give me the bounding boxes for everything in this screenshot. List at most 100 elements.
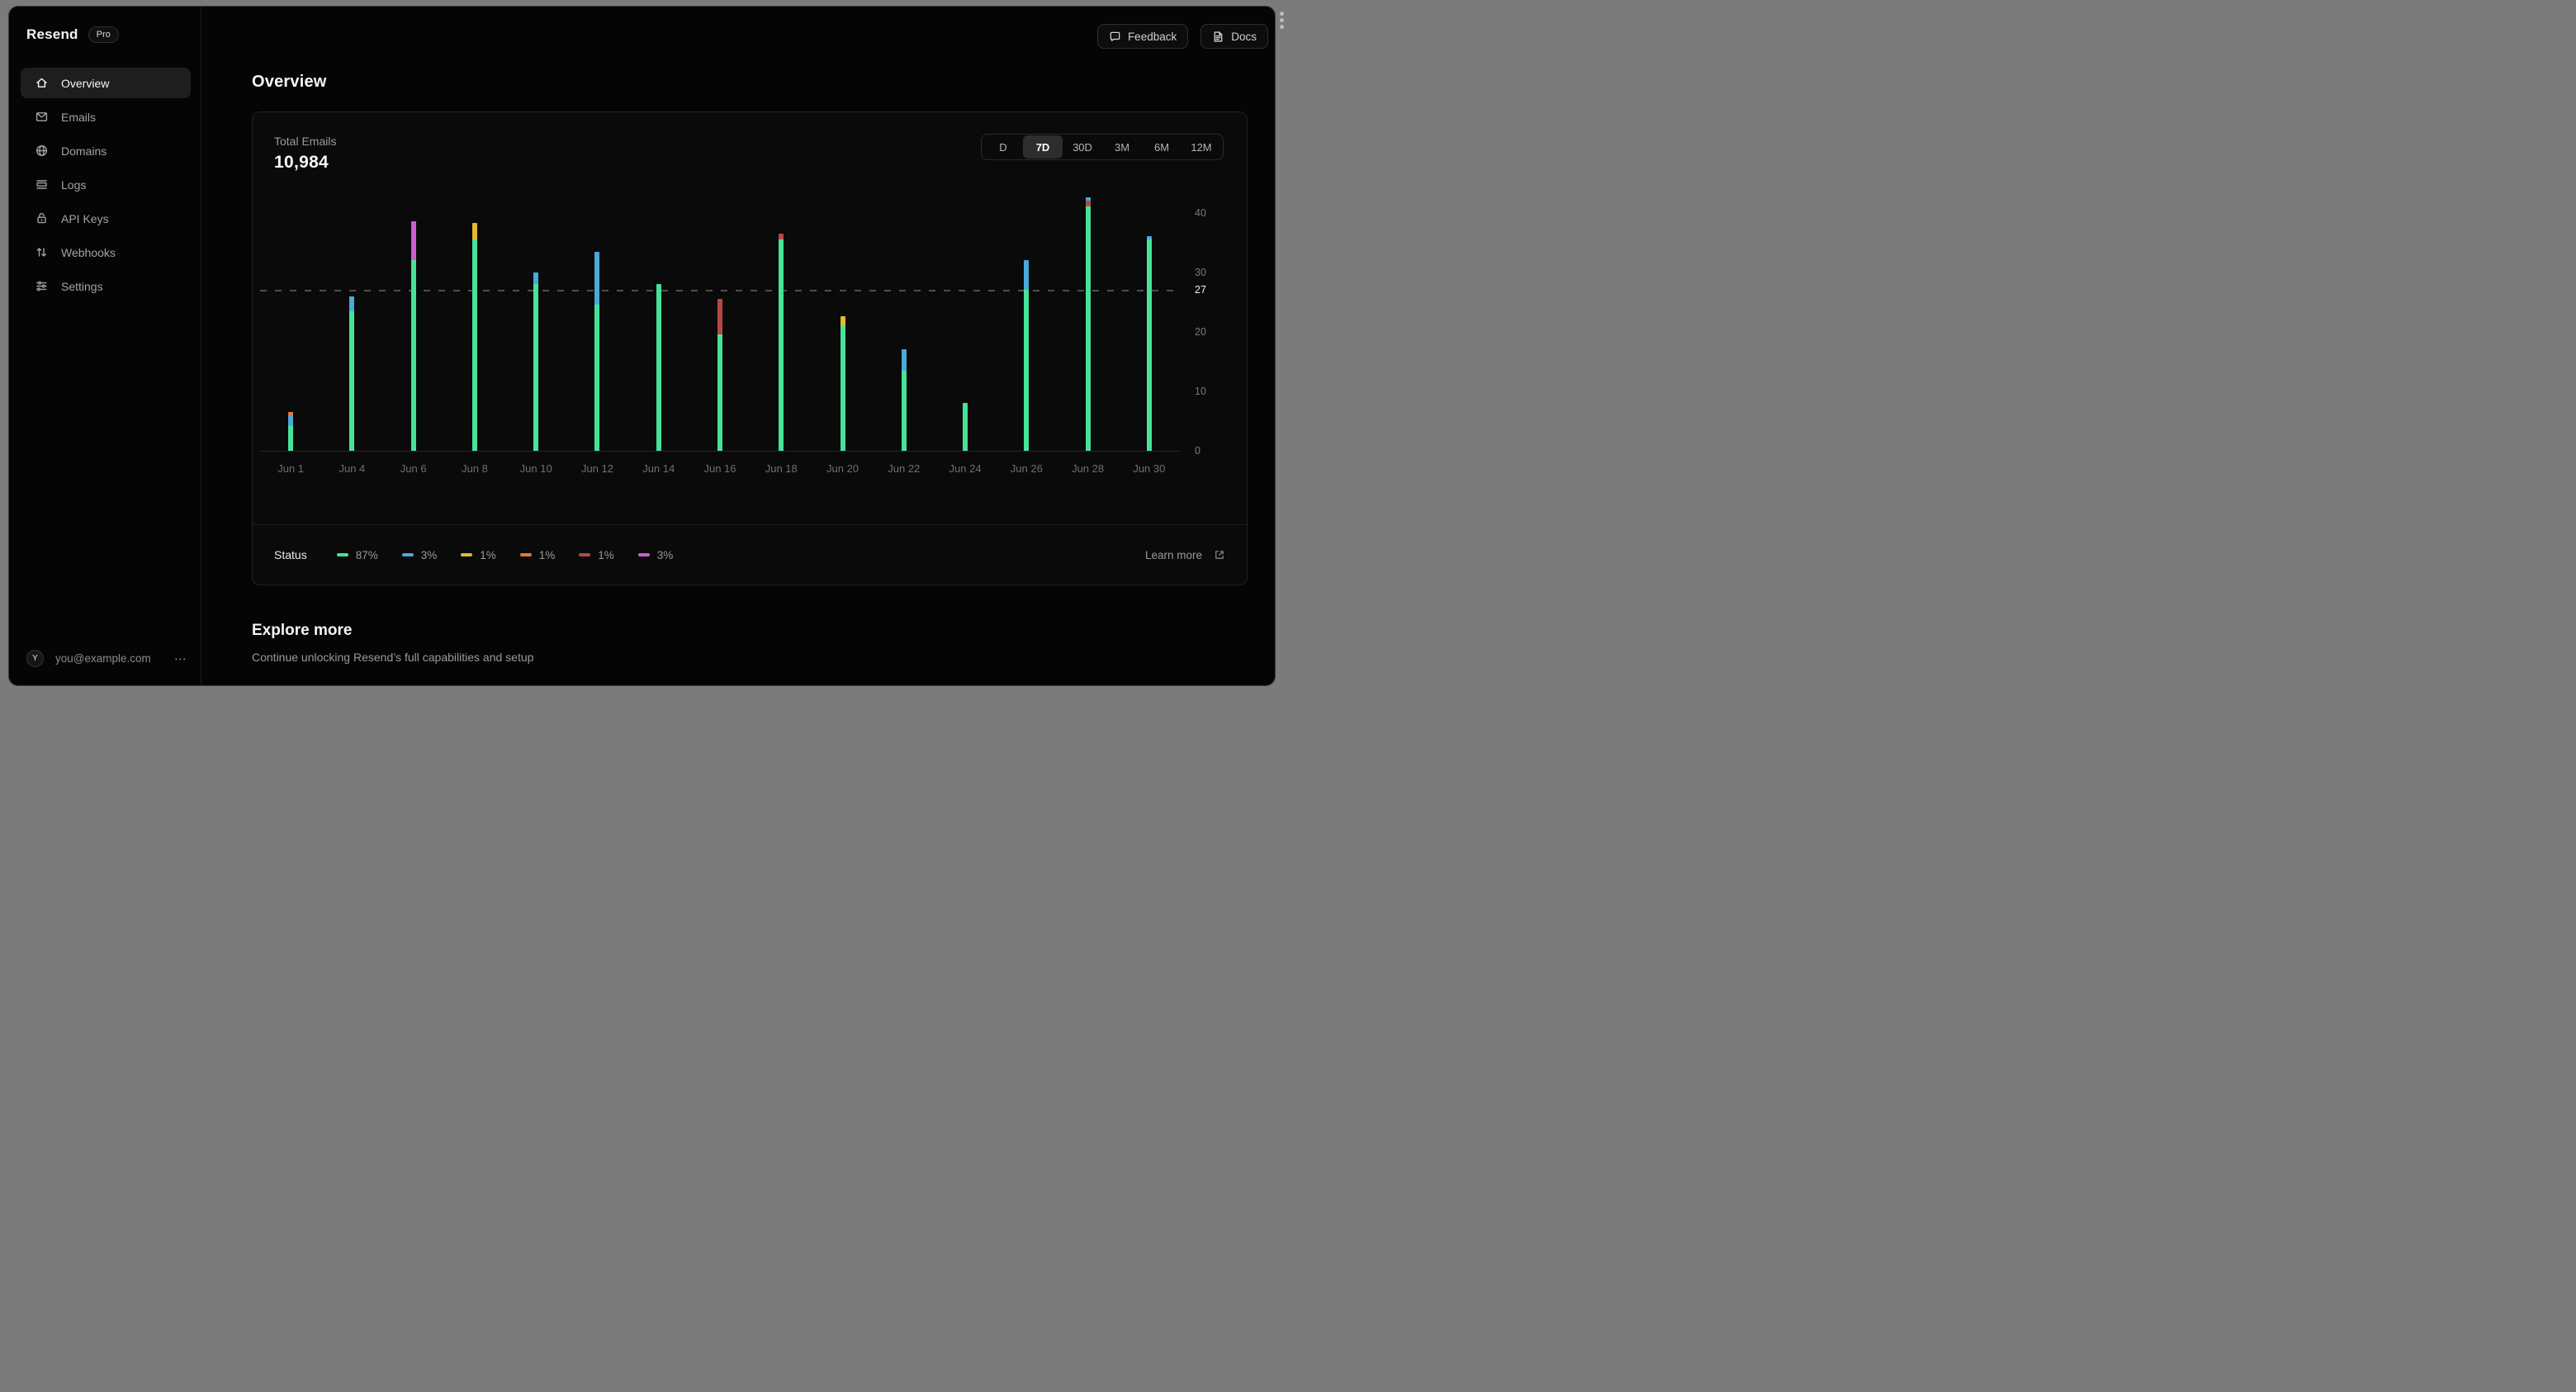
bar-segment-blue <box>1085 196 1091 201</box>
sidebar-item-domains[interactable]: Domains <box>21 135 191 166</box>
stacked-bar[interactable] <box>963 403 968 451</box>
x-tick-label: Jun 10 <box>519 462 552 475</box>
bar-column <box>812 195 873 451</box>
x-tick-label: Jun 26 <box>1010 462 1043 475</box>
range-tab-d[interactable]: D <box>999 140 1007 154</box>
stacked-bar[interactable] <box>410 221 416 451</box>
legend-percent: 1% <box>598 548 614 561</box>
stacked-bar[interactable] <box>533 272 539 451</box>
bar-column <box>689 195 751 451</box>
legend-item-magenta: 3% <box>637 548 674 561</box>
app-logo: Resend <box>26 26 78 42</box>
bar-column <box>260 195 321 451</box>
sidebar-item-settings[interactable]: Settings <box>21 271 191 301</box>
external-link-icon <box>1215 551 1224 559</box>
docs-button[interactable]: Docs <box>1200 24 1268 49</box>
bar-segment-blue <box>533 272 539 285</box>
legend-swatch-green <box>336 553 348 556</box>
bar-column <box>1119 195 1180 451</box>
x-tick-label: Jun 20 <box>826 462 859 475</box>
sidebar-item-emails[interactable]: Emails <box>21 102 191 132</box>
stacked-bar[interactable] <box>471 222 477 451</box>
app-window: Resend Pro Overview Emails Domains Logs API … <box>8 6 1276 686</box>
bar-segment-blue <box>349 296 355 311</box>
learn-more-label: Learn more <box>1144 548 1202 561</box>
bar-segment-blue <box>288 416 294 426</box>
scroll-dots <box>1278 12 1285 29</box>
sidebar-item-label: Logs <box>61 178 87 192</box>
bar-segment-green <box>288 425 294 451</box>
user-email: you@example.com <box>55 652 151 665</box>
stacked-bar[interactable] <box>288 412 294 451</box>
x-tick-label: Jun 14 <box>642 462 675 475</box>
stacked-bar[interactable] <box>594 251 600 451</box>
document-icon <box>1214 31 1223 42</box>
feedback-button[interactable]: Feedback <box>1096 24 1189 49</box>
range-tab-7d[interactable]: 7D <box>1023 135 1063 159</box>
x-tick-label: Jun 16 <box>703 462 736 475</box>
y-axis-labels: 0 10 20 27 30 40 <box>1195 195 1244 457</box>
logs-icon <box>36 180 47 189</box>
x-tick-label: Jun 8 <box>462 462 488 475</box>
user-row[interactable]: Y you@example.com ⋯ <box>26 650 189 667</box>
y-tick-label: 0 <box>1195 445 1200 457</box>
legend-percent: 3% <box>656 548 674 561</box>
legend-percent: 1% <box>538 548 556 561</box>
stacked-bar[interactable] <box>349 296 355 451</box>
y-tick-label: 20 <box>1195 325 1206 338</box>
plan-badge: Pro <box>88 26 119 43</box>
sliders-icon <box>36 281 47 291</box>
x-tick-label: Jun 1 <box>277 462 305 475</box>
y-tick-label: 40 <box>1195 206 1206 219</box>
metric-value: 10,984 <box>274 153 329 172</box>
legend-items: 87% 3% 1% 1% 1% 3% <box>336 548 674 561</box>
legend-percent: 3% <box>420 548 438 561</box>
stacked-bar[interactable] <box>1024 260 1030 451</box>
main-content: Feedback Docs Overview Total Emails 10,9… <box>202 7 1275 685</box>
time-range-tabs: D 7D 30D 3M 6M 12M <box>981 134 1224 160</box>
bar-segment-green <box>1024 290 1030 451</box>
stacked-bar[interactable] <box>840 316 845 451</box>
bar-segment-green <box>1146 239 1152 451</box>
sidebar-item-label: Emails <box>61 110 97 124</box>
bar-segment-yellow <box>840 316 845 326</box>
bar-segment-green <box>533 284 539 451</box>
range-tab-6m[interactable]: 6M <box>1153 140 1170 154</box>
arrows-up-down-icon <box>36 248 46 257</box>
stacked-bar[interactable] <box>656 284 661 451</box>
range-tab-30d[interactable]: 30D <box>1073 140 1092 154</box>
sidebar-item-overview[interactable]: Overview <box>21 68 191 98</box>
bar-column <box>1057 195 1118 451</box>
bar-segment-red <box>1085 201 1091 207</box>
bar-columns <box>260 195 1180 451</box>
learn-more-link[interactable]: Learn more <box>1145 549 1225 561</box>
bar-segment-blue <box>1146 235 1152 240</box>
globe-icon <box>36 144 48 157</box>
stacked-bar[interactable] <box>1085 196 1091 451</box>
bar-segment-blue <box>901 349 907 371</box>
stacked-bar[interactable] <box>779 233 784 451</box>
x-tick-label: Jun 30 <box>1133 462 1166 475</box>
stacked-bar[interactable] <box>901 349 907 451</box>
bar-segment-magenta <box>410 221 416 261</box>
bar-segment-blue <box>1024 260 1030 291</box>
sidebar-item-label: Overview <box>61 76 110 90</box>
range-tab-12m[interactable]: 12M <box>1191 140 1212 154</box>
bar-segment-blue <box>594 251 600 305</box>
range-tab-3m[interactable]: 3M <box>1114 140 1130 154</box>
feedback-button-label: Feedback <box>1127 30 1177 43</box>
bar-column <box>383 195 444 451</box>
stacked-bar[interactable] <box>1146 235 1152 451</box>
user-menu-button[interactable]: ⋯ <box>174 651 187 666</box>
avatar: Y <box>26 650 44 667</box>
bar-column <box>321 195 382 451</box>
sidebar-item-label: Settings <box>61 279 103 293</box>
x-tick-label: Jun 24 <box>949 462 982 475</box>
sidebar-item-webhooks[interactable]: Webhooks <box>21 237 191 268</box>
sidebar-item-logs[interactable]: Logs <box>21 169 191 200</box>
sidebar-item-api-keys[interactable]: API Keys <box>21 203 191 234</box>
stacked-bar[interactable] <box>717 299 722 451</box>
x-tick-label: Jun 22 <box>888 462 921 475</box>
x-tick-label: Jun 4 <box>339 462 366 475</box>
